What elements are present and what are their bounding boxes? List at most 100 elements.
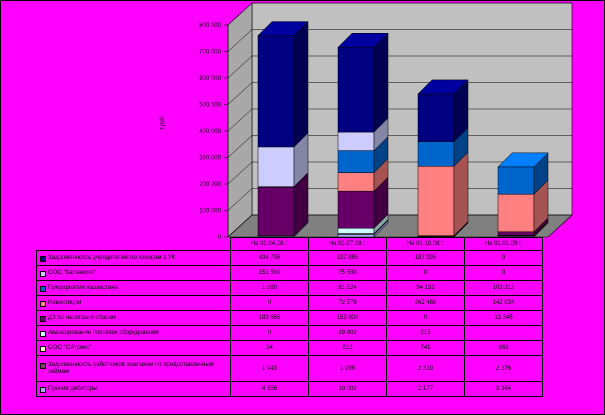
table-cell: 0: [464, 265, 543, 281]
category-label: На 01.10.08 г.: [386, 237, 465, 251]
table-row: Авансирование поставок оборудования 0 19 4…: [36, 325, 543, 341]
table-cell: 81 524: [308, 280, 387, 296]
series-name: Авансирование поставок оборудования: [48, 329, 159, 336]
legend-swatch: [40, 362, 46, 369]
table-cell: 24: [230, 340, 309, 356]
table-cell: 0: [386, 310, 465, 326]
bar-segment: [337, 172, 375, 192]
table-row: Задолженность учредителей по взносам в У…: [36, 250, 543, 266]
series-label: ООО "Ойтрикс": [36, 340, 231, 356]
series-name: ООО "Катэнерго": [48, 269, 96, 276]
bar-segment: [497, 193, 535, 233]
table-cell: 10 002: [308, 381, 387, 397]
legend-swatch: [40, 345, 46, 352]
table-cell: 663: [464, 340, 543, 356]
y-tick-label: 800 000: [199, 23, 221, 29]
table-cell: 0: [464, 250, 543, 266]
legend-swatch: [40, 330, 46, 337]
header-corner: [37, 238, 231, 251]
bar-segment-side: [293, 20, 309, 148]
table-cell: 4 556: [230, 381, 309, 397]
gridline: [227, 2, 572, 26]
table-cell: [464, 325, 543, 341]
table-cell: 13 245: [464, 310, 543, 326]
bar-top: [497, 152, 549, 168]
table-row: ООО "Ойтрикс" 24 810 741 663: [36, 340, 543, 356]
bar-segment: [257, 35, 295, 148]
series-label: Авансирование поставок оборудования: [36, 325, 231, 341]
table-cell: 0: [230, 295, 309, 311]
series-name: Задолженность работников компании по пре…: [48, 361, 214, 375]
series-name: ООО "Ойтрикс": [48, 344, 92, 351]
table-cell: 1 999: [308, 355, 387, 382]
series-name: ДЗ по налогам и сборам: [48, 314, 116, 321]
series-name: Инвестиции: [48, 299, 82, 306]
y-tick-label: 200 000: [199, 182, 221, 188]
data-table: На 01.04.08 г. На 01.07.08 г. На 01.10.08 …: [36, 237, 543, 397]
series-label: ООО "Катэнерго": [36, 265, 231, 281]
table-cell: 151 500: [230, 265, 309, 281]
bar-segment: [337, 47, 375, 133]
legend-swatch: [40, 255, 46, 262]
bar-segment: [497, 231, 535, 236]
table-cell: 19 402: [308, 325, 387, 341]
gridline: [227, 55, 572, 79]
table-row: Задолженность работников компании по пре…: [36, 355, 543, 382]
table-cell: 337 885: [308, 250, 387, 266]
table-cell: 142 034: [464, 295, 543, 311]
y-axis-label: т.руб.: [160, 114, 166, 130]
table-cell: 2 376: [464, 355, 543, 382]
table-cell: 2 177: [386, 381, 465, 397]
series-label: Инвестиции: [36, 295, 231, 311]
table-cell: 0: [386, 265, 465, 281]
table-cell: 153 934: [308, 310, 387, 326]
bar-segment: [257, 146, 295, 187]
series-label: Предприятия Казахстана: [36, 280, 231, 296]
table-cell: 741: [386, 340, 465, 356]
bar-segment: [337, 190, 375, 229]
table-cell: 103 313: [464, 280, 543, 296]
table-row: ДЗ по налогам и сборам 183 568 153 934 0 13 …: [36, 310, 543, 326]
table-cell: 187 935: [386, 250, 465, 266]
y-tick-label: 700 000: [199, 50, 221, 56]
series-label: Задолженность учредителей по взносам в У…: [36, 250, 231, 266]
series-label: Прочие дебиторы: [36, 381, 231, 397]
table-row: ООО "Катэнерго" 151 500 75 500 0 0: [36, 265, 543, 281]
table-cell: 75 500: [308, 265, 387, 281]
bar-segment-side: [373, 32, 389, 133]
bar-segment: [417, 141, 455, 167]
y-tick-label: 600 000: [199, 76, 221, 82]
table-header-row: На 01.04.08 г. На 01.07.08 г. На 01.10.08 …: [37, 237, 543, 251]
series-label: ДЗ по налогам и сборам: [36, 310, 231, 326]
table-cell: 72 578: [308, 295, 387, 311]
bar-segment: [497, 166, 535, 195]
y-tick-label: 0: [218, 235, 222, 241]
category-label: На 01.01.09 г.: [464, 237, 543, 251]
category-label: На 01.07.08 г.: [308, 237, 387, 251]
category-label: На 01.04.08 г.: [230, 237, 309, 251]
table-cell: 0: [230, 325, 309, 341]
series-name: Предприятия Казахстана: [48, 284, 119, 291]
legend-swatch: [40, 300, 46, 307]
table-cell: 1 880: [230, 280, 309, 296]
table-row: Инвестиции 0 72 578 262 466 142 034: [36, 295, 543, 311]
table-row: Прочие дебиторы 4 556 10 002 2 177 3 364: [36, 381, 543, 397]
table-cell: 262 466: [386, 295, 465, 311]
legend-swatch: [40, 315, 46, 322]
bar-segment: [337, 228, 375, 234]
series-name: Прочие дебиторы: [48, 385, 98, 392]
table-row: Предприятия Казахстана 1 880 81 524 94 132 1…: [36, 280, 543, 296]
table-cell: 810: [308, 340, 387, 356]
bar-segment: [417, 165, 455, 236]
series-name: Задолженность учредителей по взносам в У…: [48, 254, 176, 261]
table-cell: 183 568: [230, 310, 309, 326]
y-tick-label: 500 000: [199, 103, 221, 109]
bar-top: [337, 33, 389, 48]
table-cell: 2 310: [386, 355, 465, 382]
legend-swatch: [40, 386, 46, 393]
table-cell: 3 364: [464, 381, 543, 397]
table-cell: 513: [386, 325, 465, 341]
y-tick-label: 400 000: [199, 129, 221, 135]
series-label: Задолженность работников компании по пре…: [36, 355, 231, 382]
